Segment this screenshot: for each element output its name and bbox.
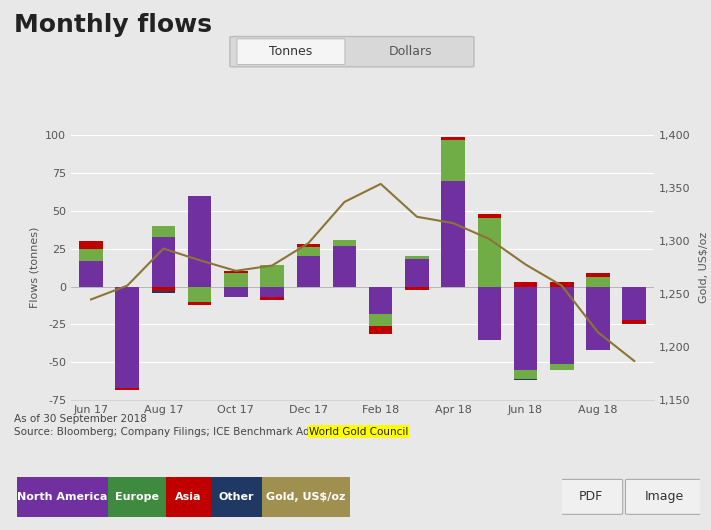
Bar	[115, 287, 139, 388]
Bar	[442, 137, 465, 140]
Bar	[79, 241, 103, 249]
Bar	[260, 266, 284, 287]
Bar	[478, 218, 501, 287]
Text: Monthly flows: Monthly flows	[14, 13, 212, 37]
Bar	[514, 370, 538, 379]
Text: Europe: Europe	[114, 492, 159, 502]
Text: Other: Other	[218, 492, 254, 502]
Bar	[587, 287, 610, 350]
Bar	[622, 320, 646, 324]
Bar	[107, 477, 166, 517]
Bar	[224, 273, 247, 287]
Bar	[151, 291, 175, 293]
Bar	[188, 302, 211, 305]
Bar	[224, 287, 247, 297]
Bar	[550, 282, 574, 287]
Bar	[296, 247, 320, 257]
Bar	[211, 477, 262, 517]
Bar	[260, 297, 284, 300]
Y-axis label: Flows (tonnes): Flows (tonnes)	[30, 227, 40, 308]
FancyBboxPatch shape	[626, 479, 703, 514]
FancyBboxPatch shape	[559, 479, 623, 514]
FancyBboxPatch shape	[230, 37, 474, 67]
Text: Tonnes: Tonnes	[269, 45, 313, 58]
Bar	[188, 287, 211, 302]
Text: Dollars: Dollars	[389, 45, 432, 58]
Bar	[514, 379, 538, 381]
FancyBboxPatch shape	[354, 39, 467, 65]
Bar	[188, 196, 211, 287]
Text: Image: Image	[645, 490, 684, 503]
Bar	[369, 314, 392, 326]
Text: PDF: PDF	[579, 490, 603, 503]
Bar	[224, 271, 247, 273]
Bar	[514, 287, 538, 370]
Text: World Gold Council: World Gold Council	[309, 427, 409, 437]
Bar	[442, 181, 465, 287]
Bar	[17, 477, 107, 517]
FancyBboxPatch shape	[237, 39, 345, 65]
Bar	[296, 257, 320, 287]
Bar	[115, 388, 139, 390]
Text: Gold, US$/oz: Gold, US$/oz	[266, 492, 346, 502]
Text: Source: Bloomberg; Company Filings; ICE Benchmark Administration;: Source: Bloomberg; Company Filings; ICE …	[14, 427, 380, 437]
Bar	[369, 326, 392, 333]
Bar	[262, 477, 350, 517]
Bar	[151, 287, 175, 291]
Bar	[587, 273, 610, 278]
Bar	[296, 244, 320, 247]
Bar	[405, 257, 429, 259]
Bar	[550, 364, 574, 370]
Bar	[79, 261, 103, 287]
Bar	[369, 287, 392, 314]
Bar	[514, 282, 538, 287]
Bar	[333, 240, 356, 246]
Text: Asia: Asia	[175, 492, 202, 502]
Bar	[405, 287, 429, 289]
Bar	[79, 249, 103, 261]
Bar	[587, 278, 610, 287]
Bar	[405, 259, 429, 287]
Bar	[478, 287, 501, 340]
Bar	[166, 477, 211, 517]
Bar	[333, 246, 356, 287]
Bar	[442, 140, 465, 181]
Bar	[151, 226, 175, 236]
Bar	[478, 214, 501, 218]
Bar	[550, 287, 574, 364]
Text: As of 30 September 2018: As of 30 September 2018	[14, 414, 147, 425]
Bar	[260, 287, 284, 297]
Bar	[151, 236, 175, 287]
Bar	[622, 287, 646, 320]
Text: North America: North America	[17, 492, 107, 502]
Y-axis label: Gold, US$/oz: Gold, US$/oz	[699, 232, 709, 303]
